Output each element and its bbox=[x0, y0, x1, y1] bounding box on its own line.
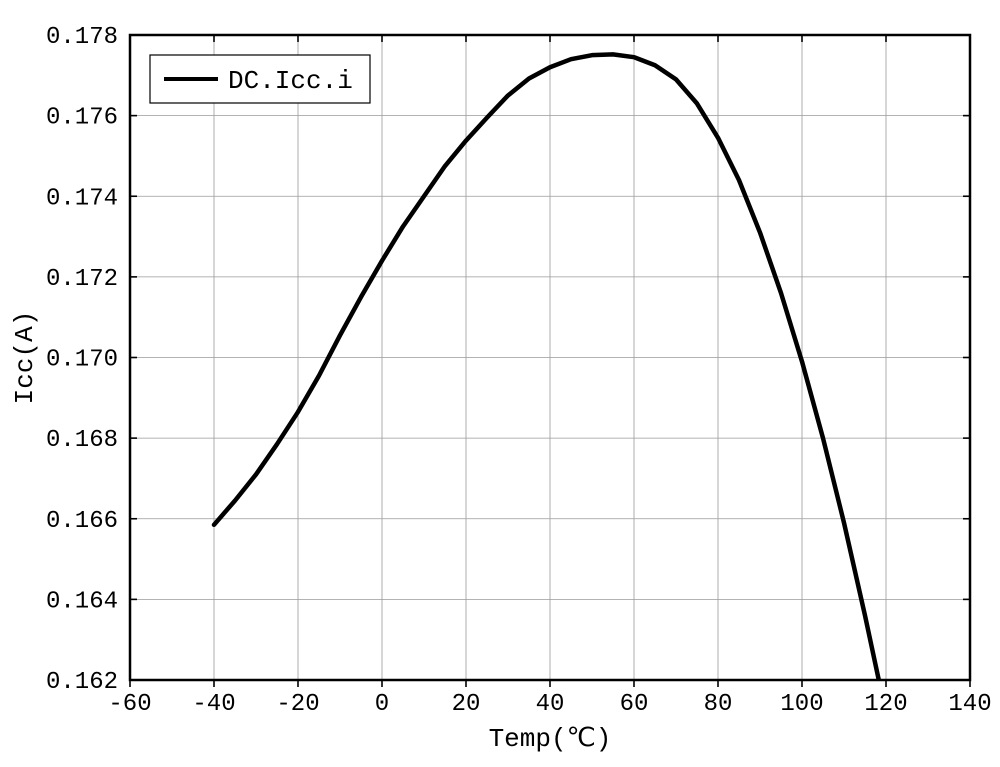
y-tick-label: 0.172 bbox=[46, 266, 118, 293]
x-tick-label: -40 bbox=[192, 691, 235, 718]
y-tick-label: 0.170 bbox=[46, 347, 118, 374]
x-axis-label: Temp(℃) bbox=[489, 724, 612, 754]
y-tick-label: 0.178 bbox=[46, 24, 118, 51]
x-tick-label: 80 bbox=[704, 691, 733, 718]
x-tick-label: -20 bbox=[276, 691, 319, 718]
y-tick-label: 0.176 bbox=[46, 105, 118, 132]
y-axis-label: Icc(A) bbox=[10, 311, 40, 405]
x-tick-label: 20 bbox=[452, 691, 481, 718]
y-tick-label: 0.166 bbox=[46, 508, 118, 535]
chart-container: -60-40-200204060801001201400.1620.1640.1… bbox=[0, 0, 1000, 767]
y-tick-label: 0.162 bbox=[46, 669, 118, 696]
legend-label: DC.Icc.i bbox=[228, 66, 353, 96]
line-chart: -60-40-200204060801001201400.1620.1640.1… bbox=[0, 0, 1000, 767]
x-tick-label: 140 bbox=[948, 691, 991, 718]
x-tick-label: 120 bbox=[864, 691, 907, 718]
y-tick-label: 0.164 bbox=[46, 588, 118, 615]
x-tick-label: 60 bbox=[620, 691, 649, 718]
x-tick-label: 40 bbox=[536, 691, 565, 718]
x-tick-label: 100 bbox=[780, 691, 823, 718]
y-tick-label: 0.174 bbox=[46, 185, 118, 212]
y-tick-label: 0.168 bbox=[46, 427, 118, 454]
x-tick-label: 0 bbox=[375, 691, 389, 718]
